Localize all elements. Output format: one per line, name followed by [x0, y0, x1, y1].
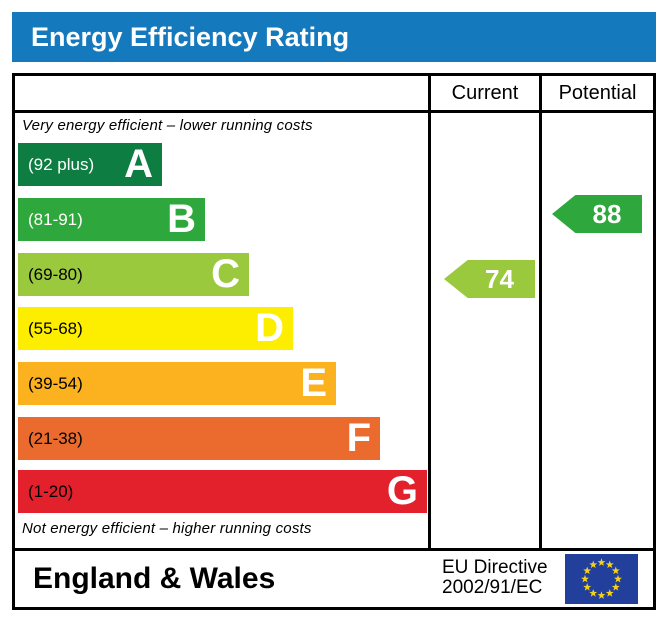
- current-rating-value: 74: [485, 263, 514, 294]
- not-efficient-note: Not energy efficient – higher running co…: [22, 520, 312, 537]
- header-blank-cell: [15, 76, 431, 113]
- band-letter: C: [211, 252, 240, 296]
- band-range-label: (69-80): [28, 264, 83, 284]
- rating-bands-area: Very energy efficient – lower running co…: [15, 113, 431, 548]
- rating-band-c: (69-80) C: [18, 253, 249, 296]
- band-letter: D: [255, 306, 284, 350]
- rating-band-d: (55-68) D: [18, 307, 293, 350]
- rating-band-f: (21-38) F: [18, 417, 380, 460]
- band-range-label: (21-38): [28, 428, 83, 448]
- epc-table: Current Potential Very energy efficient …: [12, 73, 656, 610]
- band-letter: A: [124, 142, 153, 186]
- rating-band-g: (1-20) G: [18, 470, 427, 513]
- eu-directive-label: EU Directive 2002/91/EC: [442, 557, 548, 598]
- eu-flag-icon: [565, 554, 638, 604]
- band-range-label: (81-91): [28, 209, 83, 229]
- band-letter: E: [300, 361, 327, 405]
- rating-band-e: (39-54) E: [18, 362, 336, 405]
- band-letter: G: [386, 469, 418, 513]
- band-range-label: (92 plus): [28, 154, 95, 174]
- page-title: Energy Efficiency Rating: [12, 12, 656, 62]
- region-label: England & Wales: [33, 562, 276, 595]
- band-range-label: (39-54): [28, 373, 83, 393]
- band-range-label: (1-20): [28, 481, 74, 501]
- band-letter: F: [346, 416, 371, 460]
- footer: England & Wales EU Directive 2002/91/EC: [15, 548, 653, 607]
- header-cell-potential: Potential: [542, 76, 653, 113]
- band-range-label: (55-68): [28, 318, 83, 338]
- potential-rating-arrow: 88: [552, 195, 642, 233]
- current-column: 74: [431, 113, 542, 548]
- rating-band-a: (92 plus) A: [18, 143, 162, 186]
- current-rating-arrow: 74: [444, 260, 535, 298]
- efficient-note: Very energy efficient – lower running co…: [22, 117, 313, 134]
- header-cell-current: Current: [431, 76, 542, 113]
- rating-band-b: (81-91) B: [18, 198, 205, 241]
- band-letter: B: [167, 197, 196, 241]
- potential-rating-value: 88: [592, 198, 622, 229]
- potential-column: 88: [542, 113, 653, 548]
